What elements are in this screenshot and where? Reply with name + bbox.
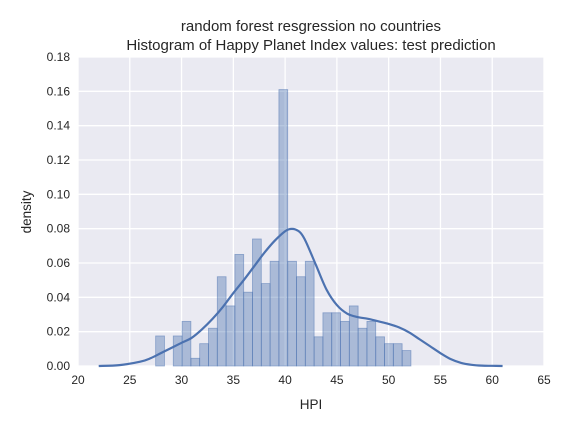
histogram-bar xyxy=(190,357,201,367)
y-tick-label: 0.18 xyxy=(47,50,71,64)
histogram-bars xyxy=(155,89,412,367)
y-tick-label: 0.08 xyxy=(47,222,71,236)
y-tick-label: 0.12 xyxy=(47,153,71,167)
histogram-bar xyxy=(340,320,350,367)
histogram-bar xyxy=(375,336,385,367)
y-tick-label: 0.06 xyxy=(47,256,71,270)
histogram-bar xyxy=(384,343,394,367)
x-tick-label: 45 xyxy=(330,373,344,387)
plot-area xyxy=(78,57,544,366)
x-tick-label: 35 xyxy=(227,373,241,387)
kde-curve xyxy=(98,227,503,368)
histogram-bar xyxy=(296,276,306,367)
histogram-bar xyxy=(260,283,271,367)
histogram-bar xyxy=(304,260,315,367)
x-tick-label: 30 xyxy=(175,373,189,387)
x-tick-label: 25 xyxy=(123,373,137,387)
x-tick-label: 55 xyxy=(434,373,448,387)
x-tick-label: 20 xyxy=(71,373,85,387)
histogram-bar xyxy=(331,312,341,367)
histogram-bar xyxy=(172,335,183,367)
x-tick-label: 60 xyxy=(486,373,500,387)
histogram-bar xyxy=(216,276,227,367)
x-tick-label: 40 xyxy=(278,373,292,387)
histogram-bar xyxy=(287,260,297,367)
y-tick-label: 0.14 xyxy=(47,119,71,133)
histogram-bar xyxy=(234,254,245,367)
chart-title-line-2: Histogram of Happy Planet Index values: … xyxy=(126,37,495,54)
x-axis-label: HPI xyxy=(300,397,323,412)
histogram-bar xyxy=(225,305,236,367)
histogram-bar xyxy=(401,350,412,367)
histogram-bar xyxy=(392,343,403,367)
y-tick-labels: 0.00 0.02 0.04 0.06 0.08 0.10 0.12 0.14 0.16 0.18 xyxy=(47,50,71,373)
y-tick-label: 0.04 xyxy=(47,290,71,304)
histogram-bar xyxy=(181,320,192,367)
histogram-bar xyxy=(208,327,218,367)
histogram-bar xyxy=(199,343,209,367)
x-tick-label: 50 xyxy=(382,373,396,387)
histogram-bar xyxy=(269,260,280,367)
y-tick-label: 0.10 xyxy=(47,187,71,201)
y-tick-label: 0.00 xyxy=(47,359,71,373)
histogram-bar xyxy=(313,336,324,367)
x-tick-labels: 20 25 30 35 40 45 50 55 60 65 xyxy=(71,373,551,387)
histogram-bar xyxy=(357,327,368,367)
histogram-bar xyxy=(278,89,289,367)
y-tick-label: 0.02 xyxy=(47,325,71,339)
y-tick-label: 0.16 xyxy=(47,84,71,98)
histogram-bar xyxy=(243,291,253,367)
chart-title-line-1: random forest resgression no countries xyxy=(181,18,441,35)
x-tick-label: 65 xyxy=(537,373,551,387)
y-axis-label: density xyxy=(19,190,34,233)
histogram-bar xyxy=(322,312,333,367)
histogram-bar xyxy=(366,320,377,367)
